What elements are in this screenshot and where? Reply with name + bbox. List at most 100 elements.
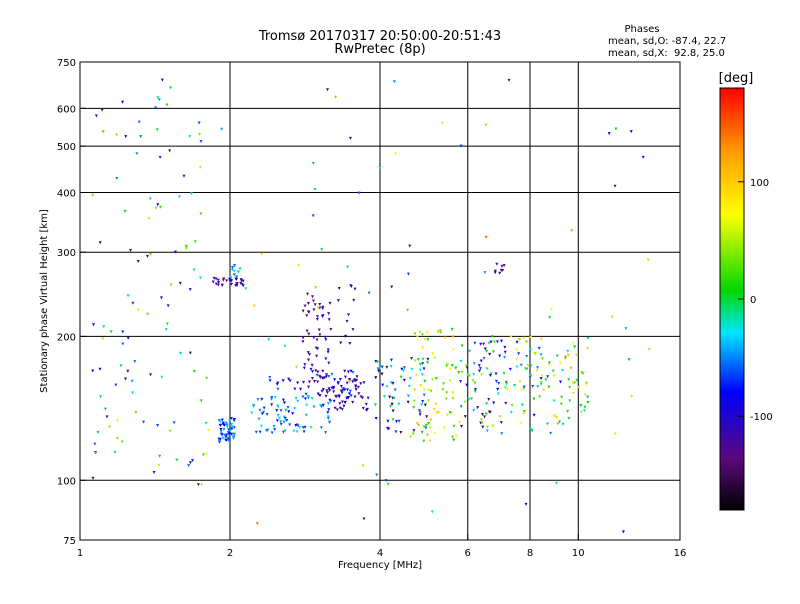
data-point bbox=[169, 283, 173, 287]
data-point bbox=[374, 417, 378, 421]
data-point bbox=[472, 372, 476, 376]
data-point bbox=[380, 372, 384, 376]
data-point bbox=[546, 375, 550, 379]
data-point bbox=[391, 409, 395, 413]
data-point bbox=[306, 351, 310, 355]
data-point bbox=[321, 388, 325, 392]
data-point bbox=[230, 268, 234, 272]
data-point bbox=[137, 120, 141, 124]
data-point bbox=[156, 96, 160, 100]
data-point bbox=[152, 471, 156, 475]
data-point bbox=[311, 161, 315, 165]
data-point bbox=[255, 522, 259, 526]
data-point bbox=[361, 464, 365, 468]
x-axis-ticks: 1 2 4 6 8 10 16 bbox=[77, 534, 686, 559]
data-point bbox=[218, 437, 222, 441]
data-point bbox=[488, 410, 492, 414]
data-point bbox=[504, 401, 508, 405]
data-point bbox=[349, 284, 353, 288]
data-point bbox=[393, 388, 397, 392]
data-point bbox=[303, 363, 307, 367]
data-point bbox=[232, 435, 236, 439]
data-point bbox=[321, 369, 325, 373]
data-point bbox=[93, 442, 97, 446]
data-point bbox=[524, 502, 528, 506]
data-point bbox=[544, 378, 548, 382]
data-point bbox=[457, 371, 461, 375]
data-point bbox=[471, 379, 475, 383]
data-point bbox=[641, 155, 645, 159]
data-point bbox=[283, 418, 287, 422]
data-point bbox=[159, 296, 163, 300]
data-point bbox=[326, 411, 330, 415]
data-point bbox=[488, 352, 492, 356]
data-point bbox=[220, 284, 224, 288]
data-point bbox=[397, 419, 401, 423]
data-point bbox=[346, 395, 350, 399]
x-tick-label: 10 bbox=[572, 548, 585, 559]
data-point bbox=[156, 203, 160, 207]
data-point bbox=[357, 392, 361, 396]
data-point bbox=[338, 406, 342, 410]
data-point bbox=[355, 375, 359, 379]
data-point bbox=[478, 369, 482, 373]
data-point bbox=[474, 387, 478, 391]
data-point bbox=[386, 426, 390, 430]
data-point bbox=[94, 451, 98, 455]
data-point bbox=[418, 413, 422, 417]
data-point bbox=[495, 262, 499, 266]
data-point bbox=[160, 78, 164, 82]
data-point bbox=[225, 433, 229, 437]
data-point bbox=[552, 399, 556, 403]
data-point bbox=[318, 404, 322, 408]
data-point bbox=[472, 362, 476, 366]
colorbar-ticks: 100 0 -100 bbox=[738, 178, 773, 423]
data-point bbox=[519, 363, 523, 367]
data-point bbox=[260, 397, 264, 401]
data-point bbox=[168, 149, 172, 153]
data-point bbox=[553, 414, 557, 418]
data-point bbox=[199, 212, 203, 216]
data-point bbox=[189, 192, 193, 196]
data-point bbox=[484, 412, 488, 416]
data-point bbox=[103, 407, 107, 411]
data-point bbox=[425, 433, 429, 437]
data-point bbox=[444, 397, 448, 401]
data-point bbox=[448, 368, 452, 372]
data-point bbox=[406, 394, 410, 398]
data-point bbox=[236, 270, 240, 274]
data-point bbox=[485, 425, 489, 429]
data-point bbox=[294, 423, 298, 427]
data-point bbox=[460, 370, 464, 374]
data-point bbox=[337, 287, 341, 291]
data-point bbox=[357, 191, 361, 195]
data-point bbox=[325, 389, 329, 393]
data-point bbox=[473, 341, 477, 345]
data-point bbox=[395, 420, 399, 424]
data-point bbox=[436, 330, 440, 334]
data-point bbox=[446, 361, 450, 365]
data-point bbox=[216, 283, 220, 287]
data-point bbox=[494, 379, 498, 383]
data-point bbox=[399, 375, 403, 379]
data-point bbox=[586, 337, 590, 341]
data-point bbox=[232, 419, 236, 423]
data-point bbox=[353, 379, 357, 383]
data-point bbox=[452, 424, 456, 428]
data-point bbox=[341, 388, 345, 392]
data-point bbox=[326, 348, 330, 352]
data-point bbox=[552, 374, 556, 378]
data-point bbox=[482, 356, 486, 360]
data-point bbox=[311, 214, 315, 218]
data-point bbox=[306, 394, 310, 398]
data-point bbox=[525, 367, 529, 371]
data-point bbox=[344, 334, 348, 338]
data-point bbox=[347, 392, 351, 396]
data-point bbox=[568, 399, 572, 403]
data-point bbox=[98, 367, 102, 371]
data-point bbox=[306, 385, 310, 389]
data-point bbox=[130, 391, 134, 395]
data-point bbox=[100, 108, 104, 112]
y-tick-label: 300 bbox=[57, 248, 76, 259]
data-point bbox=[121, 330, 125, 334]
